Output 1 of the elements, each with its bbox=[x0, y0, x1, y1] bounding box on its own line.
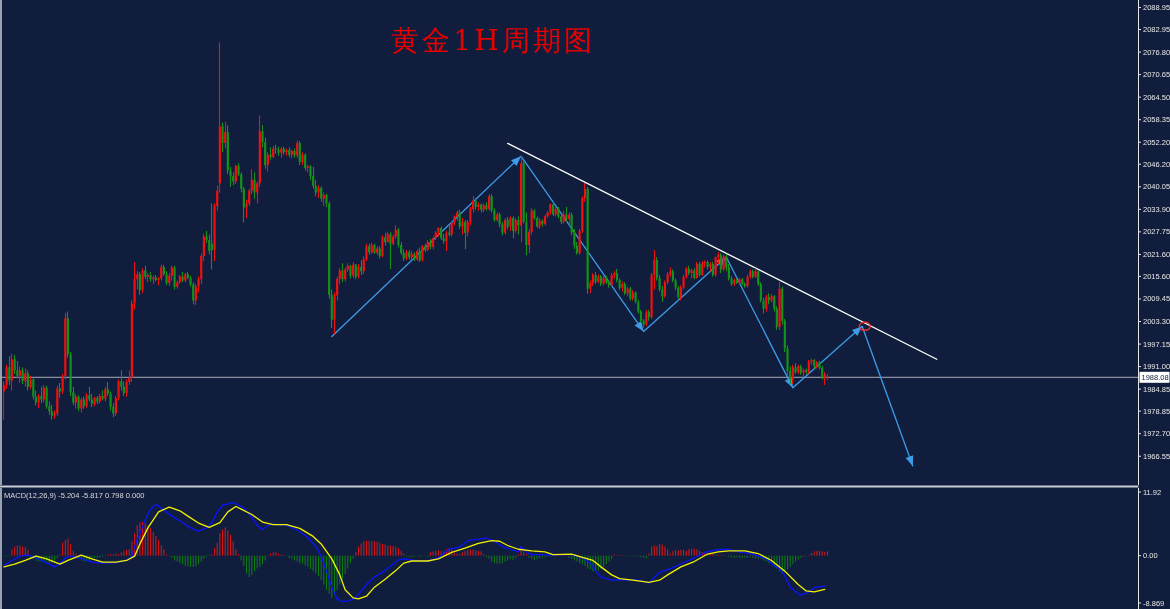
text: 黄金1H周期图 bbox=[391, 24, 595, 57]
